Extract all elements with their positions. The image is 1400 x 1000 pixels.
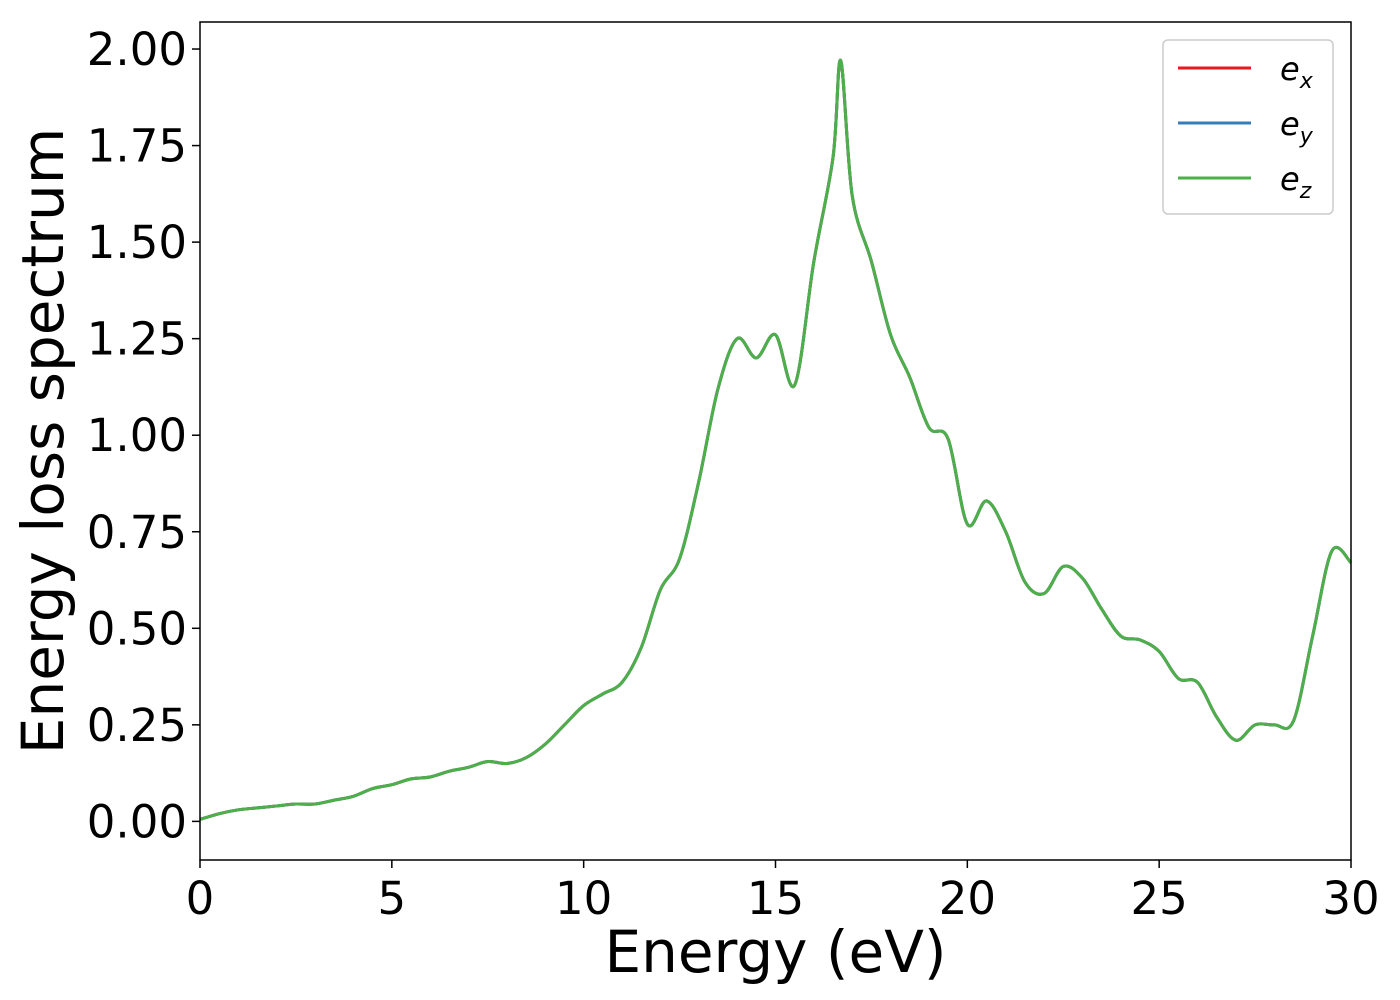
legend-label-base: e	[1280, 105, 1300, 143]
y-tick-label: 0.25	[87, 699, 187, 752]
y-axis-label: Energy loss spectrum	[9, 128, 77, 754]
x-tick-label: 10	[555, 872, 612, 925]
x-tick-label: 15	[747, 872, 804, 925]
plot-area	[199, 59, 1353, 821]
y-tick-label: 1.00	[87, 409, 187, 462]
y-tick-label: 1.75	[87, 120, 187, 173]
legend-label-x: ex	[1280, 50, 1314, 94]
legend-label-base: e	[1280, 50, 1300, 88]
x-tick-label: 5	[378, 872, 407, 925]
legend-label-z: ez	[1280, 160, 1312, 204]
y-tick-label: 0.00	[87, 795, 187, 848]
y-tick-label: 2.00	[87, 23, 187, 76]
y-tick-label: 0.50	[87, 602, 187, 655]
x-tick-label: 25	[1131, 872, 1188, 925]
legend-label-base: e	[1280, 160, 1300, 198]
legend-label-subscript: x	[1299, 69, 1314, 94]
series-line-z	[199, 59, 1353, 821]
legend-box	[1162, 39, 1334, 215]
y-tick-label: 1.25	[87, 313, 187, 366]
legend-label-y: ey	[1280, 105, 1314, 149]
y-tick-label: 0.75	[87, 506, 187, 559]
y-tick-label: 1.50	[87, 216, 187, 269]
legend-label-subscript: y	[1299, 124, 1314, 149]
x-tick-label: 0	[186, 872, 215, 925]
x-axis-label: Energy (eV)	[604, 918, 946, 986]
x-tick-label: 30	[1322, 872, 1379, 925]
legend-label-subscript: z	[1299, 179, 1312, 204]
x-axis-ticks: 0 5 10 15 20 25 30	[186, 860, 1380, 925]
y-axis-ticks: 0.00 0.25 0.50 0.75 1.00 1.25 1.50 1.75 2.00	[87, 23, 200, 848]
x-tick-label: 20	[939, 872, 996, 925]
